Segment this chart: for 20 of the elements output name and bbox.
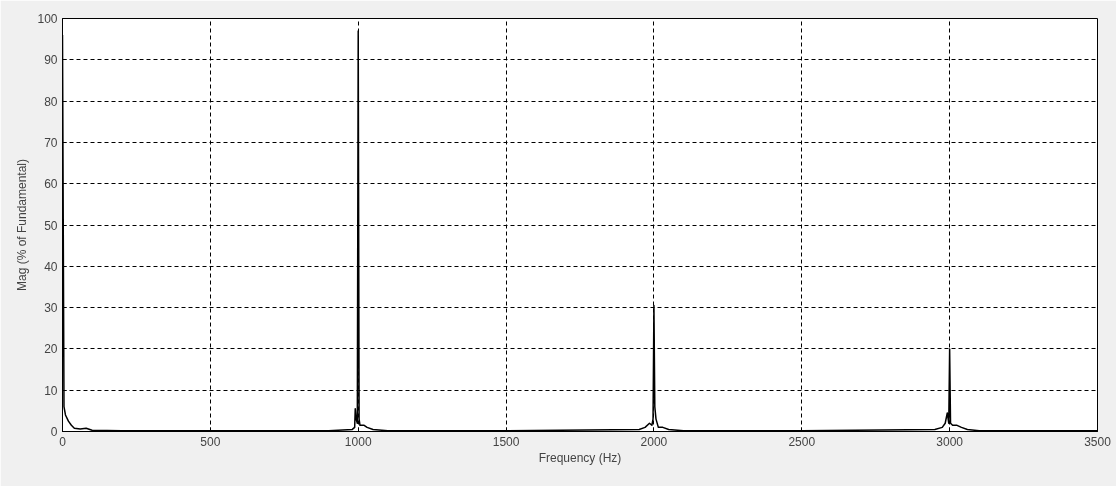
y-axis-title: Mag (% of Fundamental): [15, 158, 30, 292]
x-tick-label: 2500: [788, 434, 816, 449]
x-tick-label: 500: [200, 434, 221, 449]
x-tick-label: 1000: [344, 434, 372, 449]
y-tick-label: 40: [44, 259, 58, 274]
x-axis-title: Frequency (Hz): [538, 450, 622, 465]
y-tick-label: 10: [44, 383, 58, 398]
y-tick-label: 0: [50, 425, 58, 439]
x-tick-label: 1500: [492, 434, 520, 449]
x-tick-label: 3500: [1084, 434, 1112, 449]
y-tick-label: 60: [44, 177, 58, 192]
y-tick-label: 90: [44, 53, 58, 68]
y-tick-label: 50: [44, 218, 58, 233]
y-tick-label: 70: [44, 135, 58, 150]
x-tick-label: 2000: [640, 434, 668, 449]
x-tick-label: 3000: [936, 434, 964, 449]
y-tick-label: 20: [44, 342, 58, 357]
y-tick-label: 100: [37, 12, 58, 26]
y-tick-label: 30: [44, 301, 58, 316]
y-tick-label: 80: [44, 94, 58, 109]
